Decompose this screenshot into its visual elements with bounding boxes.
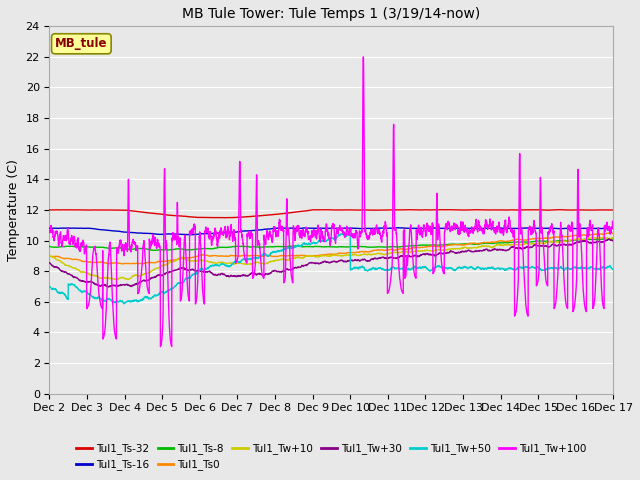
Tul1_Ts-8 [45, 244, 53, 250]
Tul1_Tw+30 [104, 284, 112, 290]
Tul1_Ts0 [262, 252, 270, 258]
Tul1_Ts0 [599, 231, 607, 237]
Tul1_Tw+50 [610, 266, 618, 272]
Tul1_Tw+30 [610, 238, 618, 244]
Tul1_Ts0 [45, 253, 53, 259]
Tul1_Tw+30 [599, 239, 607, 244]
Tul1_Ts-16 [45, 225, 53, 231]
Tul1_Ts0 [538, 235, 546, 241]
Tul1_Tw+10 [143, 270, 151, 276]
Tul1_Ts-16 [287, 225, 294, 231]
Line: Tul1_Ts-8: Tul1_Ts-8 [49, 239, 614, 251]
Tul1_Ts-8 [610, 236, 618, 242]
Tul1_Tw+10 [287, 255, 294, 261]
Tul1_Tw+30 [262, 271, 270, 276]
Tul1_Tw+100 [110, 321, 118, 326]
Tul1_Tw+30 [605, 236, 612, 242]
Tul1_Ts-32 [45, 207, 53, 213]
Line: Tul1_Tw+10: Tul1_Tw+10 [49, 237, 614, 280]
Tul1_Tw+100 [45, 229, 53, 235]
Tul1_Tw+50 [599, 264, 607, 270]
Tul1_Ts0 [605, 230, 613, 236]
Tul1_Tw+30 [538, 243, 546, 249]
Tul1_Tw+100 [360, 54, 367, 60]
Tul1_Ts0 [610, 230, 618, 236]
Tul1_Ts-16 [599, 226, 607, 231]
Tul1_Tw+50 [287, 245, 294, 251]
Tul1_Ts-32 [143, 210, 151, 216]
Tul1_Tw+10 [110, 276, 118, 282]
Tul1_Ts-8 [262, 244, 270, 250]
Tul1_Ts0 [105, 261, 113, 267]
Tul1_Ts-32 [538, 207, 546, 213]
Line: Tul1_Ts-16: Tul1_Ts-16 [49, 228, 614, 235]
Tul1_Ts-8 [603, 236, 611, 242]
Tul1_Tw+100 [610, 221, 618, 227]
Tul1_Ts-16 [610, 225, 618, 231]
Legend: Tul1_Ts-32, Tul1_Ts-16, Tul1_Ts-8, Tul1_Ts0, Tul1_Tw+10, Tul1_Tw+30, Tul1_Tw+50,: Tul1_Ts-32, Tul1_Ts-16, Tul1_Ts-8, Tul1_… [72, 439, 591, 475]
Tul1_Ts-8 [538, 238, 546, 244]
Tul1_Ts-8 [151, 248, 159, 253]
Tul1_Ts-32 [599, 207, 607, 213]
Tul1_Ts-16 [188, 232, 195, 238]
Tul1_Tw+10 [610, 235, 618, 240]
Tul1_Tw+50 [110, 299, 118, 305]
Line: Tul1_Tw+100: Tul1_Tw+100 [49, 57, 614, 347]
Tul1_Tw+50 [120, 301, 128, 307]
Tul1_Tw+100 [262, 237, 270, 242]
Tul1_Tw+50 [143, 294, 151, 300]
Tul1_Tw+30 [45, 260, 53, 265]
Tul1_Ts-32 [323, 207, 330, 213]
Tul1_Ts-32 [262, 213, 270, 218]
Tul1_Ts-8 [287, 243, 294, 249]
Tul1_Ts-16 [538, 225, 546, 231]
Tul1_Tw+50 [339, 231, 347, 237]
Tul1_Tw+50 [45, 284, 53, 289]
Tul1_Ts0 [110, 260, 118, 266]
Tul1_Tw+50 [538, 267, 546, 273]
Tul1_Tw+10 [599, 235, 607, 240]
Tul1_Ts-8 [143, 246, 151, 252]
Line: Tul1_Tw+50: Tul1_Tw+50 [49, 234, 614, 304]
Tul1_Tw+30 [110, 282, 118, 288]
Tul1_Ts-32 [287, 210, 294, 216]
Tul1_Ts-32 [110, 207, 118, 213]
Tul1_Tw+100 [538, 225, 546, 230]
Tul1_Tw+50 [262, 252, 270, 257]
Line: Tul1_Ts-32: Tul1_Ts-32 [49, 210, 614, 218]
Y-axis label: Temperature (C): Temperature (C) [7, 159, 20, 261]
Tul1_Tw+100 [599, 301, 607, 307]
Line: Tul1_Tw+30: Tul1_Tw+30 [49, 239, 614, 287]
Tul1_Tw+100 [143, 284, 151, 290]
Tul1_Ts-8 [599, 236, 607, 242]
Tul1_Ts0 [143, 260, 151, 265]
Tul1_Tw+100 [157, 344, 164, 349]
Tul1_Ts-8 [110, 245, 118, 251]
Text: MB_tule: MB_tule [55, 37, 108, 50]
Tul1_Tw+10 [601, 234, 609, 240]
Tul1_Ts-32 [610, 207, 618, 213]
Tul1_Ts-16 [143, 230, 151, 236]
Tul1_Tw+10 [538, 240, 546, 246]
Tul1_Tw+30 [143, 277, 151, 283]
Tul1_Ts-16 [394, 225, 401, 230]
Tul1_Tw+10 [262, 261, 270, 266]
Tul1_Tw+30 [287, 267, 294, 273]
Tul1_Ts0 [287, 252, 294, 258]
Tul1_Ts-32 [221, 215, 228, 221]
Tul1_Tw+100 [287, 261, 294, 266]
Tul1_Ts-16 [110, 228, 118, 234]
Title: MB Tule Tower: Tule Temps 1 (3/19/14-now): MB Tule Tower: Tule Temps 1 (3/19/14-now… [182, 7, 481, 21]
Tul1_Tw+10 [113, 277, 120, 283]
Tul1_Ts-16 [262, 227, 270, 232]
Line: Tul1_Ts0: Tul1_Ts0 [49, 233, 614, 264]
Tul1_Tw+10 [45, 253, 53, 259]
